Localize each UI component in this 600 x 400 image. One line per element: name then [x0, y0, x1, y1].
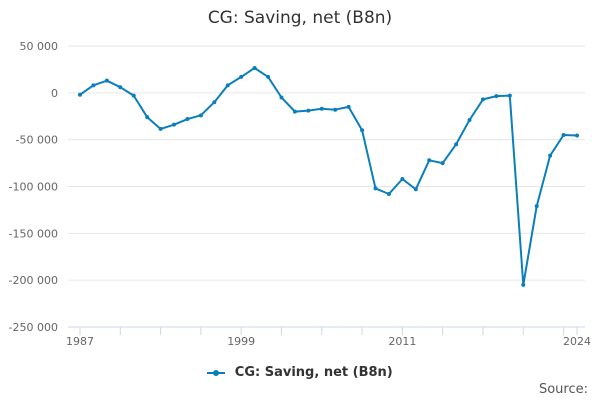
y-tick-label: -200 000 [9, 274, 58, 287]
source-label: Source: [538, 382, 588, 397]
data-point [131, 93, 136, 98]
data-point [400, 177, 405, 182]
legend-label: CG: Saving, net (B8n) [234, 365, 393, 380]
data-point [548, 153, 553, 158]
y-tick-label: -250 000 [9, 321, 58, 334]
series-layer [78, 66, 579, 287]
data-point [333, 107, 338, 112]
data-point [467, 117, 472, 122]
grid-layer [68, 45, 585, 328]
data-point [507, 93, 512, 98]
data-point [373, 186, 378, 191]
data-point [454, 142, 459, 147]
series-line [79, 67, 578, 286]
axis-layer: 50 000 0 -50 000 -100 000 -150 000 -200 000 -2… [9, 40, 591, 348]
data-point [427, 158, 432, 163]
data-point [212, 100, 217, 105]
y-tick-label: -50 000 [16, 134, 58, 147]
data-point [306, 108, 311, 113]
data-point [413, 187, 418, 192]
x-tick-label: 1987 [66, 335, 94, 348]
data-point [561, 132, 566, 137]
data-point [292, 109, 297, 114]
data-point [534, 204, 539, 209]
data-point [172, 122, 177, 127]
data-point [185, 117, 190, 122]
chart-title: CG: Saving, net (B8n) [207, 8, 393, 28]
data-point [266, 74, 271, 79]
data-point [239, 74, 244, 79]
data-point [158, 126, 163, 131]
y-tick-label: -150 000 [9, 227, 58, 240]
data-point [575, 133, 579, 138]
data-point [386, 191, 391, 196]
data-point [360, 128, 365, 133]
data-point [494, 94, 499, 99]
data-point [480, 97, 485, 102]
data-point [279, 95, 284, 100]
legend[interactable]: CG: Saving, net (B8n) [0, 365, 600, 380]
data-point [78, 92, 82, 97]
y-tick-label: 0 [51, 87, 58, 100]
data-point [319, 106, 324, 111]
data-point [440, 161, 445, 166]
legend-swatch-icon [207, 369, 226, 376]
data-point [118, 85, 123, 90]
y-tick-label: -100 000 [9, 181, 58, 194]
data-point [145, 115, 150, 120]
data-point [225, 83, 230, 88]
data-point [521, 282, 526, 287]
x-tick-label: 2024 [563, 335, 591, 348]
data-point [346, 104, 351, 109]
data-point [104, 78, 109, 83]
x-tick-label: 1999 [227, 335, 255, 348]
data-point [252, 66, 257, 71]
data-point [198, 113, 203, 118]
x-tick-label: 2011 [388, 335, 416, 348]
data-point [91, 83, 96, 88]
y-tick-label: 50 000 [20, 40, 59, 53]
